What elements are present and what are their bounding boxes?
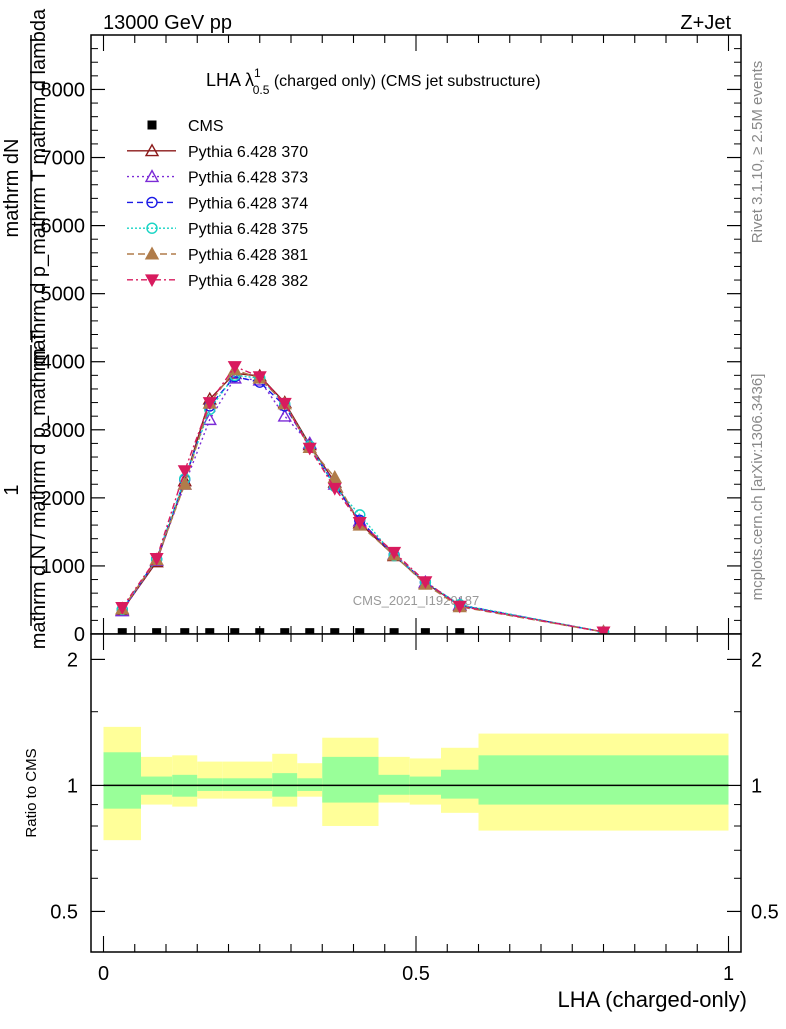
data-point: [327, 470, 342, 483]
legend-label: CMS: [188, 118, 224, 135]
plot-title-rest: (charged only) (CMS jet substructure): [269, 73, 540, 90]
main-y-tick-label: 0: [74, 624, 85, 646]
x-tick-label: 1: [723, 963, 734, 985]
plot-title: LHA λ1 0.5 (charged only) (CMS jet substr…: [206, 66, 541, 97]
ratio-y-tick-label: 1: [67, 775, 78, 797]
data-point: [177, 476, 192, 490]
mcplots-label: mcplots.cern.ch [arXiv:1306.3436]: [749, 374, 766, 601]
data-point: [596, 626, 611, 640]
data-point: [115, 602, 130, 615]
legend-marker: [147, 120, 157, 130]
data-point: [149, 553, 164, 566]
legend-label: Pythia 6.428 375: [188, 221, 308, 238]
x-axis-label: LHA (charged-only): [557, 987, 747, 1012]
ratio-inner-band: [441, 769, 479, 799]
data-point: [302, 442, 317, 456]
ratio-bands: [103, 726, 729, 841]
main-y-tick-label: 4000: [41, 352, 86, 374]
legend-marker: [146, 222, 158, 234]
data-point: [177, 465, 192, 478]
plot-title-main: LHA λ: [206, 70, 254, 90]
ylabel-one: 1: [1, 484, 23, 495]
ratio-y-ticks: 0.5 0.5 1 1 2 2: [50, 649, 779, 923]
rivet-label: Rivet 3.1.10, ≥ 2.5M events: [749, 61, 766, 244]
data-point: [230, 628, 240, 638]
ratio-inner-band: [103, 752, 141, 809]
ratio-inner-band: [478, 755, 729, 805]
plot-title-sub: 0.5: [253, 83, 270, 97]
data-point: [387, 546, 402, 560]
data-point: [205, 628, 215, 638]
main-y-tick-label: 7000: [41, 148, 86, 170]
ratio-y-tick-label-right: 2: [751, 649, 762, 671]
ratio-y-axis-label: Ratio to CMS: [23, 748, 40, 837]
main-y-tick-label: 2000: [41, 488, 86, 510]
data-point: [355, 628, 365, 638]
main-y-tick-label: 6000: [41, 216, 86, 238]
legend-label: Pythia 6.428 381: [188, 247, 308, 264]
data-point: [152, 628, 162, 638]
legend-marker: [144, 143, 160, 157]
main-y-axis-label: mathrm dN mathrm d p_mathrm T mathrm d l…: [1, 8, 50, 649]
ratio-y-tick-label-right: 0.5: [751, 901, 779, 923]
ratio-x-ticks: 0 0.5 1: [98, 634, 734, 985]
data-point: [420, 628, 430, 638]
legend-marker: [144, 274, 160, 288]
data-point: [280, 628, 290, 638]
ratio-y-tick-label: 2: [67, 649, 78, 671]
main-panel-frame: [90, 34, 742, 635]
ratio-y-tick-label-right: 1: [751, 775, 762, 797]
ratio-inner-band: [197, 778, 223, 791]
data-point: [418, 576, 433, 589]
ylabel-numerator: mathrm dN: [1, 139, 23, 238]
ylabel-denominator: mathrm d p_mathrm T mathrm d lambda: [28, 8, 50, 367]
plot-title-sup: 1: [254, 66, 261, 80]
data-point: [202, 397, 217, 410]
legend-marker: [144, 169, 160, 183]
data-point: [117, 628, 127, 638]
data-point: [327, 482, 342, 496]
legend-marker: [146, 196, 158, 209]
legend-marker: [144, 246, 160, 260]
data-point: [277, 408, 292, 422]
data-point: [352, 516, 367, 530]
main-y-tick-label: 5000: [41, 284, 86, 306]
data-point: [255, 628, 265, 638]
data-point: [330, 628, 340, 638]
data-point: [227, 361, 242, 374]
legend-label: Pythia 6.428 374: [188, 195, 308, 212]
data-point: [455, 628, 465, 638]
x-tick-label: 0.5: [402, 963, 430, 985]
series-6: [115, 361, 611, 640]
series-0: [117, 628, 465, 638]
data-point: [277, 397, 292, 411]
main-y-ticks: 0 1000 2000 3000 4000 5000 6000 7000 8000: [41, 34, 741, 646]
main-y-tick-label: 1000: [41, 556, 86, 578]
header-process-label: Z+Jet: [680, 12, 731, 34]
ratio-inner-band: [222, 778, 273, 791]
header-collision-label: 13000 GeV pp: [103, 12, 232, 34]
main-y-tick-label: 3000: [41, 420, 86, 442]
ratio-inner-band: [297, 778, 323, 791]
data-point: [305, 628, 315, 638]
main-y-tick-label: 8000: [41, 79, 86, 101]
ratio-inner-band: [322, 756, 379, 803]
legend-label: Pythia 6.428 382: [188, 273, 308, 290]
x-tick-label: 0: [98, 963, 109, 985]
ylabel-normalization: mathrm d N / mathrm d p_mathrm T: [28, 331, 50, 650]
ratio-panel: 0.5 0.51 12 2 0 0.5 1 Ratio to CMS LHA (charg…: [23, 633, 779, 1012]
legend-label: Pythia 6.428 370: [188, 144, 308, 161]
legend-label: Pythia 6.428 373: [188, 170, 308, 187]
legend: CMS Pythia 6.428 370 Pythia 6.428 373 Pythi…: [127, 118, 308, 290]
series-line: [121, 365, 604, 633]
data-point: [252, 371, 267, 384]
data-point: [452, 600, 467, 614]
ratio-y-tick-label: 0.5: [50, 901, 78, 923]
data-point: [389, 628, 399, 638]
data-point: [180, 628, 190, 638]
